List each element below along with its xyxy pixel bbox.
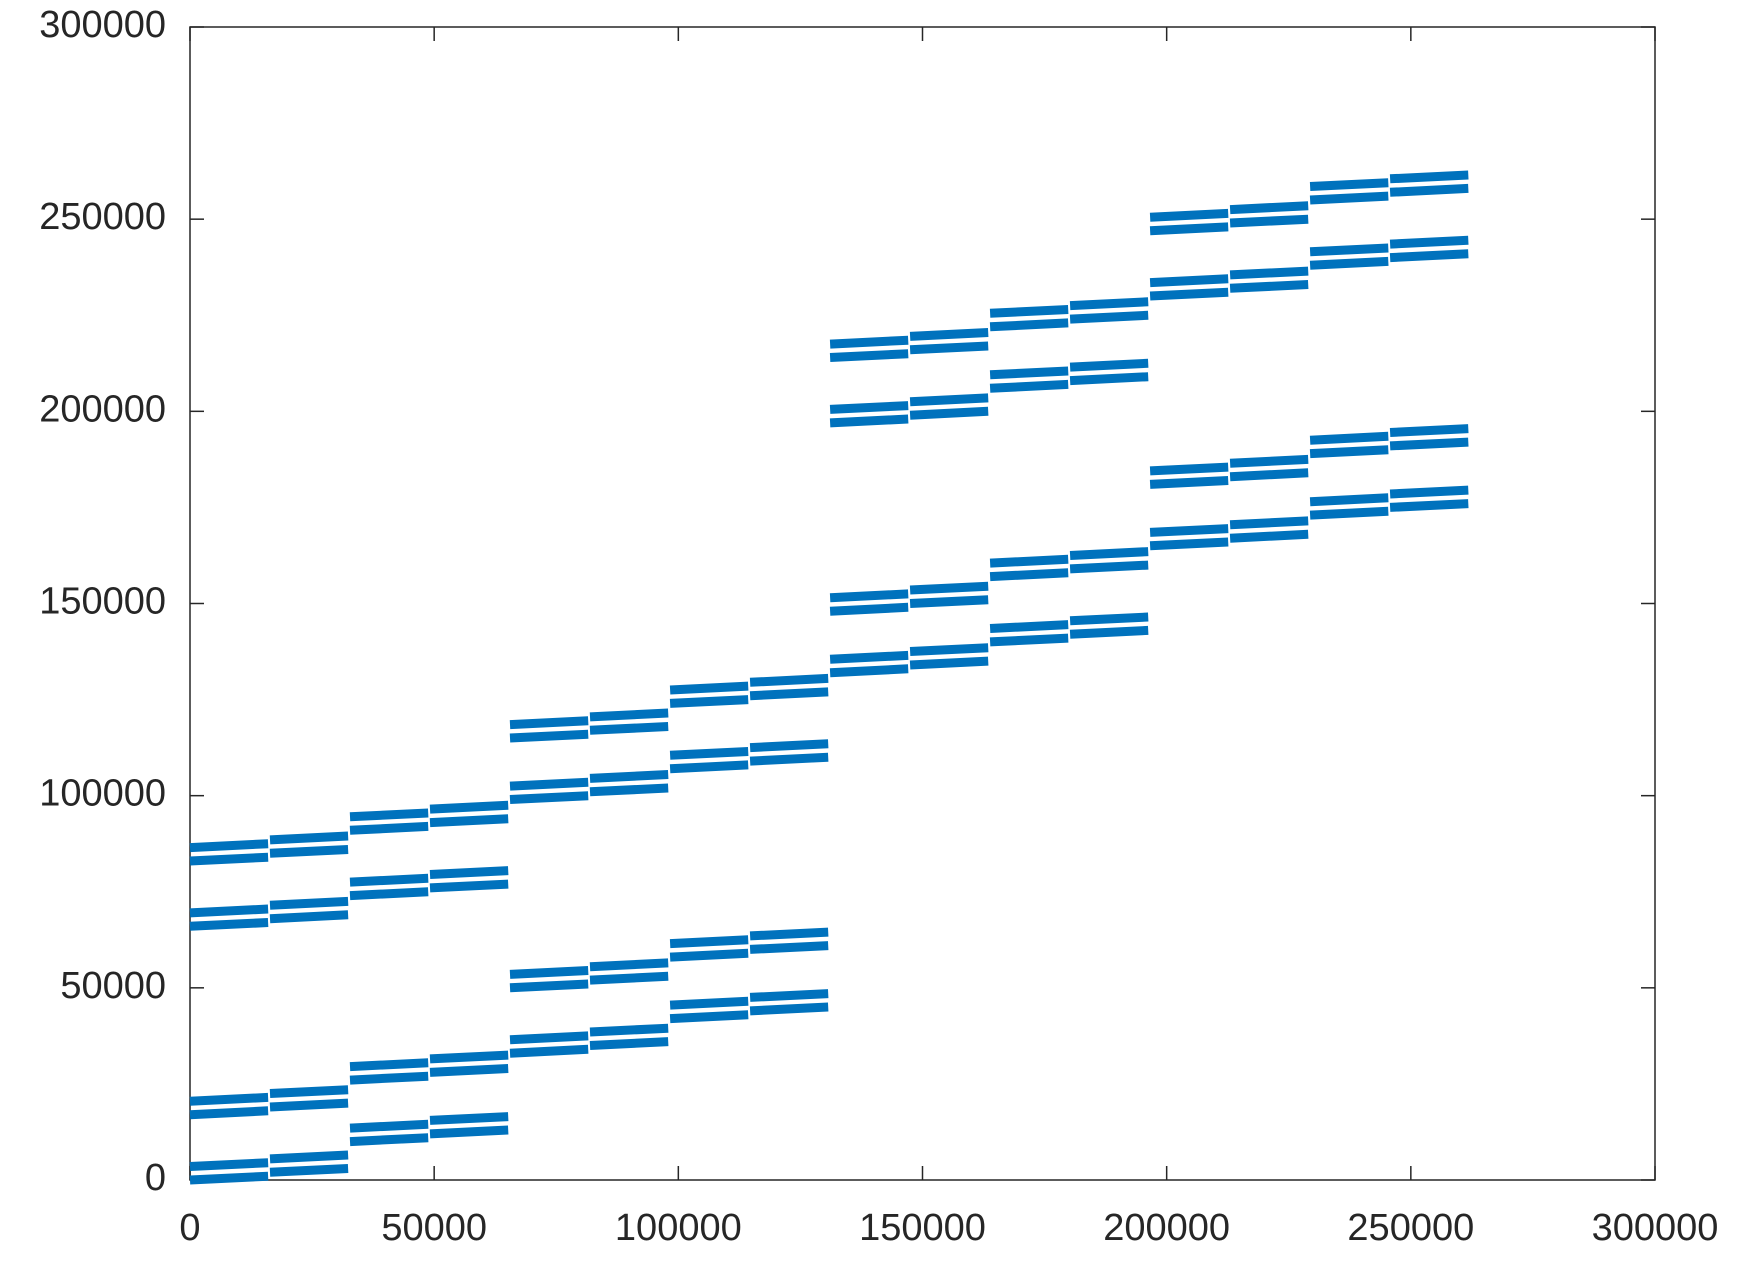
x-tick-label: 0 — [179, 1207, 200, 1249]
data-line — [189, 499, 1469, 1185]
y-tick-label: 300000 — [39, 4, 166, 46]
y-tick-label: 50000 — [60, 965, 166, 1007]
y-tick-label: 200000 — [39, 388, 166, 430]
data-line — [189, 183, 1469, 866]
data-line — [189, 424, 1469, 1106]
data-line — [189, 437, 1469, 1120]
x-tick-label: 250000 — [1347, 1207, 1474, 1249]
x-tick-label: 200000 — [1103, 1207, 1230, 1249]
data-line — [189, 170, 1469, 853]
y-tick-label: 250000 — [39, 196, 166, 238]
y-tick-label: 0 — [145, 1157, 166, 1199]
x-tick-label: 300000 — [1592, 1207, 1719, 1249]
y-tick-label: 100000 — [39, 773, 166, 815]
y-tick-label: 150000 — [39, 581, 166, 623]
x-tick-label: 100000 — [615, 1207, 742, 1249]
data-line — [189, 485, 1469, 1171]
data-line — [189, 249, 1469, 931]
x-tick-label: 150000 — [859, 1207, 986, 1249]
data-line — [189, 235, 1469, 918]
x-tick-label: 50000 — [381, 1207, 487, 1249]
